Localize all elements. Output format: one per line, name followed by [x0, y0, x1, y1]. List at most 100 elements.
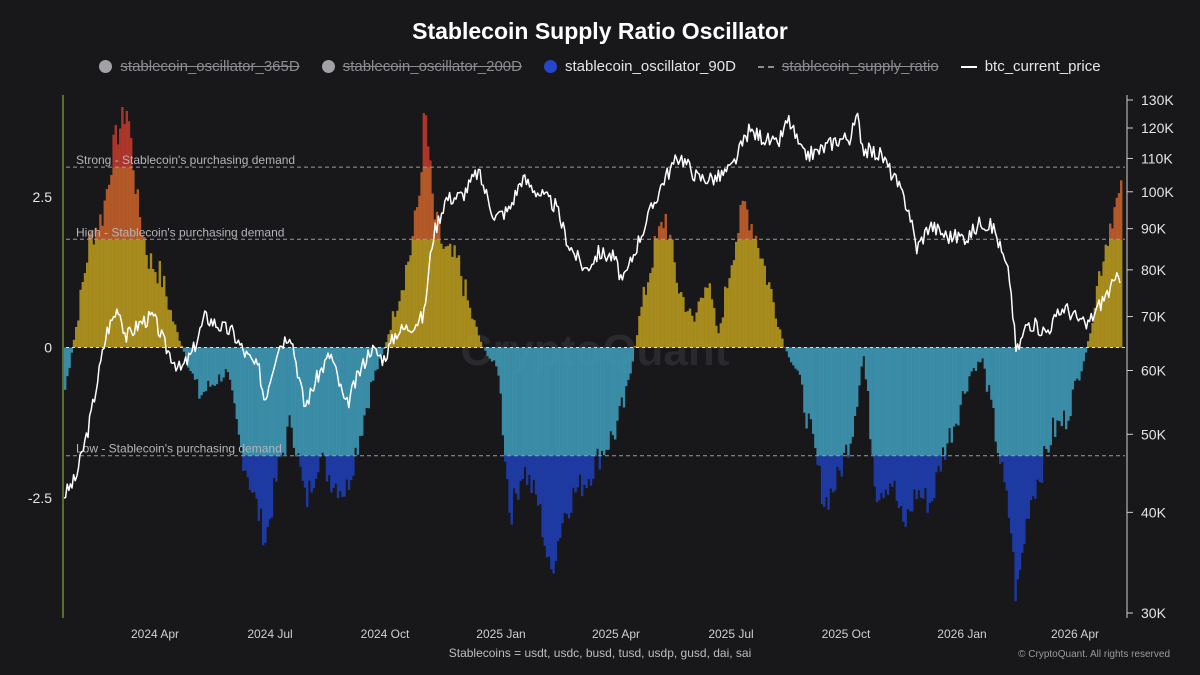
oscillator-bar: [125, 167, 128, 240]
x-tick-label: 2026 Apr: [1051, 627, 1099, 641]
oscillator-bar: [532, 347, 535, 456]
legend-item-stablecoin-oscillator-90d[interactable]: stablecoin_oscillator_90D: [543, 58, 736, 75]
oscillator-bar: [682, 297, 685, 348]
legend-item-btc-current-price[interactable]: btc_current_price: [960, 58, 1101, 75]
oscillator-bar: [275, 347, 278, 456]
oscillator-bar: [363, 347, 366, 416]
oscillator-bar: [1032, 455, 1035, 497]
oscillator-bar: [354, 347, 357, 448]
oscillator-bar: [526, 347, 529, 456]
oscillator-bar: [719, 323, 722, 348]
oscillator-bar: [823, 347, 826, 456]
oscillator-bar: [787, 347, 791, 358]
oscillator-bar: [114, 167, 117, 240]
oscillator-bar: [1069, 347, 1072, 417]
oscillator-bar: [952, 347, 956, 427]
legend-marker: [960, 65, 977, 68]
oscillator-bar: [301, 455, 304, 481]
oscillator-bar: [554, 347, 557, 456]
oscillator-bar: [446, 245, 450, 348]
oscillator-bar: [724, 286, 727, 348]
oscillator-bar: [438, 239, 441, 348]
oscillator-bar: [114, 239, 117, 348]
oscillator-bar: [917, 455, 920, 491]
oscillator-bar: [288, 347, 291, 416]
oscillator-bar: [834, 455, 837, 491]
oscillator-bar: [376, 347, 379, 370]
oscillator-bar: [1005, 347, 1008, 456]
oscillator-bar: [660, 221, 663, 240]
oscillator-bar: [728, 278, 731, 348]
oscillator-bar: [699, 297, 703, 348]
oscillator-bar: [765, 284, 769, 348]
oscillator-bar: [497, 347, 500, 376]
oscillator-bar: [1093, 307, 1096, 348]
oscillator-bar: [314, 455, 318, 479]
oscillator-bar: [411, 236, 414, 240]
oscillator-bar: [816, 455, 819, 465]
oscillator-bar: [202, 347, 205, 392]
oscillator-bar: [845, 347, 848, 445]
oscillator-bar: [378, 347, 381, 359]
oscillator-bar: [1027, 455, 1030, 519]
oscillator-bar: [1029, 347, 1033, 456]
oscillator-bar: [545, 455, 549, 558]
oscillator-bar: [939, 455, 942, 472]
oscillator-bar: [713, 308, 716, 348]
oscillator-bar: [442, 248, 445, 348]
oscillator-bar: [614, 347, 617, 440]
y-left-tick-label: 2.5: [33, 189, 53, 205]
oscillator-bar: [358, 347, 362, 436]
oscillator-bar: [273, 347, 276, 456]
oscillator-bar: [633, 346, 637, 348]
oscillator-bar: [374, 347, 377, 371]
oscillator-bar: [818, 347, 821, 456]
oscillator-bar: [882, 455, 885, 498]
oscillator-bar: [350, 347, 353, 456]
legend-label: btc_current_price: [984, 58, 1101, 75]
oscillator-bar: [66, 347, 69, 377]
oscillator-bar: [1062, 347, 1066, 411]
oscillator-bar: [559, 455, 562, 538]
oscillator-bar: [563, 347, 566, 456]
oscillator-bar: [121, 167, 124, 240]
oscillator-bar: [242, 455, 245, 472]
oscillator-bar: [600, 347, 604, 451]
oscillator-bar: [1060, 347, 1063, 427]
oscillator-bar: [418, 195, 421, 240]
oscillator-bar: [651, 267, 654, 348]
oscillator-bar: [829, 347, 832, 456]
x-tick-label: 2024 Apr: [131, 627, 179, 641]
oscillator-bar: [152, 269, 155, 348]
oscillator-bar: [554, 455, 557, 561]
oscillator-bar: [1109, 239, 1112, 348]
oscillator-bar: [669, 234, 672, 240]
oscillator-bar: [169, 310, 172, 348]
oscillator-bar: [134, 239, 137, 348]
oscillator-bar: [244, 347, 247, 456]
oscillator-bar: [655, 238, 659, 240]
oscillator-bar: [638, 316, 641, 348]
oscillator-bar: [904, 347, 907, 456]
oscillator-bar: [1012, 455, 1015, 552]
oscillator-bar: [1029, 455, 1033, 501]
oscillator-bar: [112, 239, 115, 348]
oscillator-bar: [873, 347, 876, 456]
oscillator-bar: [823, 455, 826, 507]
oscillator-bar: [596, 347, 599, 449]
oscillator-bar: [413, 210, 417, 240]
oscillator-bar: [587, 347, 590, 456]
x-tick-label: 2024 Oct: [361, 627, 410, 641]
legend-item-stablecoin-oscillator-200d[interactable]: stablecoin_oscillator_200D: [321, 58, 522, 75]
oscillator-bar: [251, 455, 254, 493]
oscillator-bar: [119, 128, 122, 168]
legend-item-stablecoin-oscillator-365d[interactable]: stablecoin_oscillator_365D: [99, 58, 300, 75]
oscillator-bar: [706, 287, 709, 348]
oscillator-bar: [629, 347, 632, 374]
oscillator-bar: [999, 455, 1002, 465]
oscillator-bar: [730, 265, 733, 348]
oscillator-bar: [662, 239, 665, 348]
legend-item-stablecoin-supply-ratio[interactable]: stablecoin_supply_ratio: [757, 58, 939, 75]
oscillator-bar: [182, 347, 186, 352]
oscillator-bar: [836, 347, 839, 456]
